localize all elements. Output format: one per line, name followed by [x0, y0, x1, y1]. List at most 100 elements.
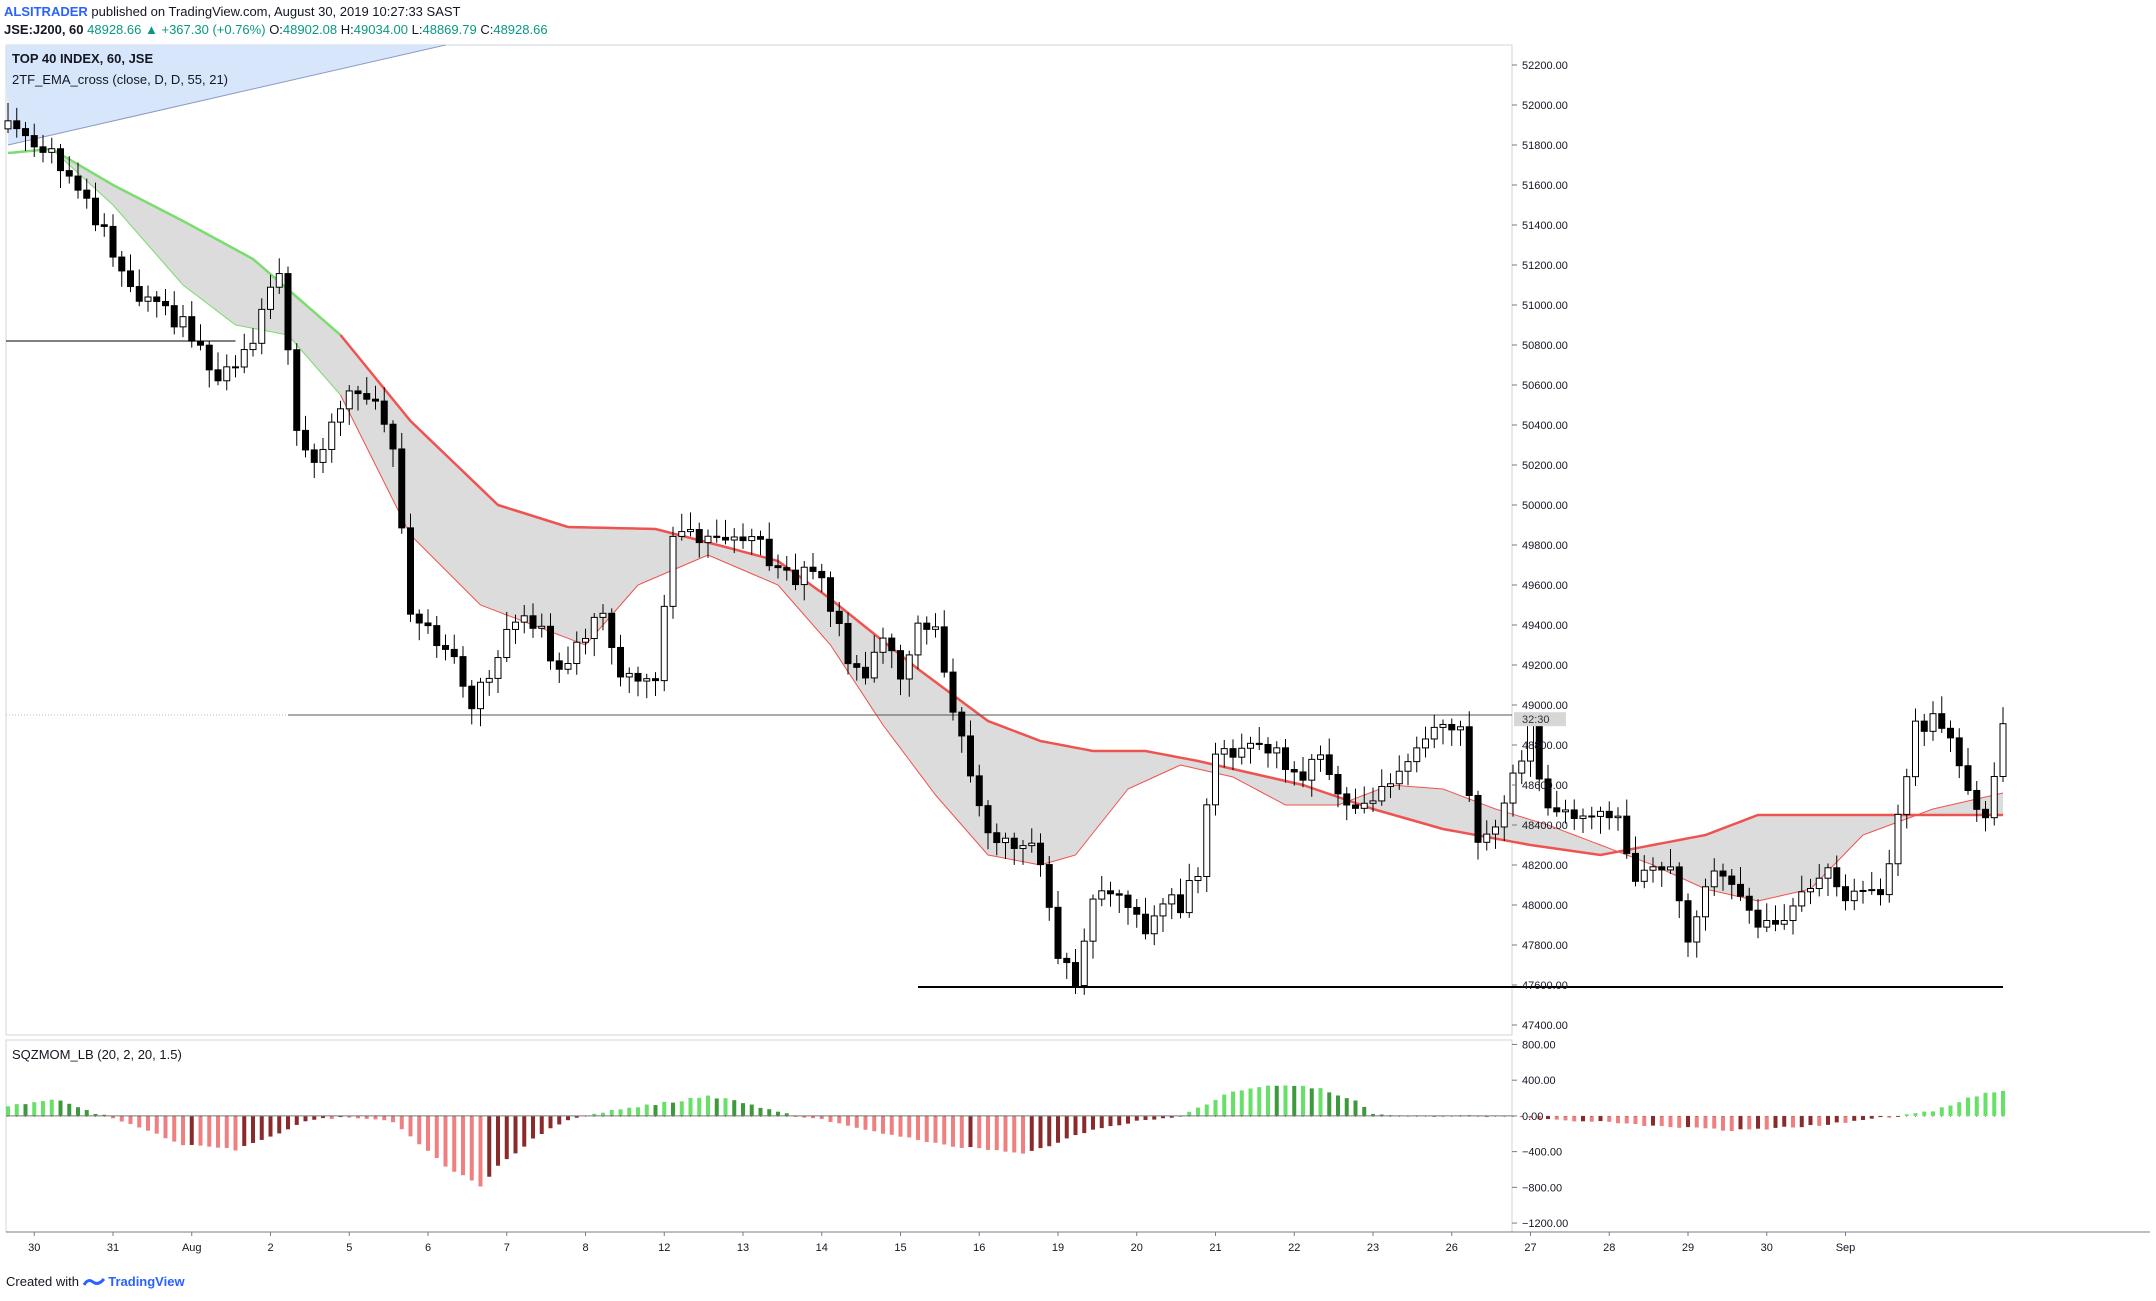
candle[interactable]: [240, 333, 248, 374]
candle[interactable]: [459, 646, 467, 698]
candle[interactable]: [1247, 736, 1254, 764]
candle[interactable]: [1273, 741, 1281, 769]
candle[interactable]: [1255, 726, 1263, 751]
tradingview-brand[interactable]: TradingView: [108, 1274, 185, 1289]
candle[interactable]: [1194, 867, 1202, 894]
candle[interactable]: [1597, 806, 1604, 834]
candle[interactable]: [1360, 786, 1368, 814]
candle[interactable]: [687, 512, 694, 537]
candle[interactable]: [722, 519, 729, 545]
candle[interactable]: [153, 291, 161, 318]
candle[interactable]: [669, 526, 677, 619]
candle[interactable]: [162, 289, 169, 316]
candle[interactable]: [1089, 894, 1097, 959]
candle[interactable]: [1177, 878, 1184, 919]
candle[interactable]: [1772, 905, 1779, 932]
candle[interactable]: [1623, 799, 1631, 859]
candle[interactable]: [1465, 711, 1473, 802]
candle[interactable]: [1325, 738, 1333, 781]
candle[interactable]: [1404, 753, 1412, 786]
candle[interactable]: [232, 355, 239, 378]
candle[interactable]: [984, 800, 992, 850]
candle[interactable]: [818, 563, 826, 593]
candle[interactable]: [1605, 801, 1613, 830]
candle[interactable]: [1072, 949, 1079, 995]
candle[interactable]: [1842, 874, 1849, 911]
candle[interactable]: [258, 298, 266, 355]
candle[interactable]: [188, 301, 196, 348]
candle[interactable]: [328, 413, 336, 463]
candle[interactable]: [1343, 787, 1351, 821]
candle[interactable]: [1317, 745, 1324, 772]
candle[interactable]: [914, 615, 922, 670]
candle[interactable]: [652, 672, 659, 697]
candle[interactable]: [1570, 799, 1578, 830]
candle[interactable]: [1238, 733, 1246, 765]
candle[interactable]: [1334, 765, 1342, 808]
candle[interactable]: [809, 553, 817, 580]
candle[interactable]: [879, 627, 887, 664]
candle[interactable]: [967, 720, 974, 783]
candle[interactable]: [599, 604, 607, 631]
candle[interactable]: [1282, 738, 1289, 783]
candle[interactable]: [1387, 773, 1394, 798]
candle[interactable]: [1212, 742, 1219, 816]
candle[interactable]: [1693, 910, 1701, 958]
candle[interactable]: [485, 670, 493, 696]
candle[interactable]: [144, 285, 152, 312]
candle[interactable]: [1702, 878, 1709, 931]
candle[interactable]: [30, 123, 38, 157]
candle[interactable]: [1667, 849, 1674, 875]
candle[interactable]: [1719, 863, 1727, 891]
candle[interactable]: [932, 613, 939, 638]
candle[interactable]: [1290, 761, 1298, 786]
candle[interactable]: [1150, 905, 1158, 946]
candle[interactable]: [520, 605, 528, 634]
candle[interactable]: [1728, 868, 1736, 900]
candle[interactable]: [1045, 856, 1053, 921]
candle[interactable]: [1299, 757, 1307, 788]
candle[interactable]: [792, 553, 799, 591]
candle[interactable]: [1675, 862, 1683, 919]
candle[interactable]: [993, 823, 1001, 856]
candle[interactable]: [1588, 806, 1596, 830]
candle[interactable]: [442, 634, 449, 661]
candle[interactable]: [1859, 880, 1867, 904]
candle[interactable]: [1509, 764, 1517, 817]
candle[interactable]: [1115, 889, 1123, 914]
candle[interactable]: [1054, 890, 1062, 965]
candle[interactable]: [844, 612, 852, 675]
candle[interactable]: [1789, 897, 1797, 935]
candle[interactable]: [275, 258, 283, 294]
candle[interactable]: [1133, 899, 1141, 928]
candle[interactable]: [774, 554, 782, 579]
candle[interactable]: [1815, 864, 1823, 897]
candle[interactable]: [1824, 863, 1832, 896]
candle[interactable]: [757, 530, 764, 556]
candle[interactable]: [975, 764, 983, 817]
candle[interactable]: [739, 523, 747, 549]
candle[interactable]: [57, 144, 64, 188]
candle[interactable]: [284, 266, 292, 365]
candle[interactable]: [529, 603, 537, 638]
candle[interactable]: [267, 274, 274, 320]
candle[interactable]: [1010, 832, 1018, 865]
candle[interactable]: [1640, 855, 1648, 889]
candle[interactable]: [74, 162, 82, 199]
candle[interactable]: [450, 634, 458, 664]
candle[interactable]: [415, 609, 423, 641]
candle[interactable]: [407, 513, 414, 622]
candle[interactable]: [1754, 899, 1762, 939]
candle[interactable]: [1903, 768, 1911, 829]
candle[interactable]: [4, 102, 12, 133]
candle[interactable]: [1938, 696, 1946, 733]
candle[interactable]: [345, 385, 353, 425]
candle[interactable]: [1833, 855, 1841, 897]
candle[interactable]: [424, 609, 432, 634]
candle[interactable]: [783, 556, 791, 581]
main-pane[interactable]: [4, 44, 2007, 995]
candle[interactable]: [1955, 728, 1963, 779]
candle[interactable]: [1868, 872, 1876, 895]
candle[interactable]: [1544, 764, 1552, 816]
candle[interactable]: [1982, 801, 1989, 832]
